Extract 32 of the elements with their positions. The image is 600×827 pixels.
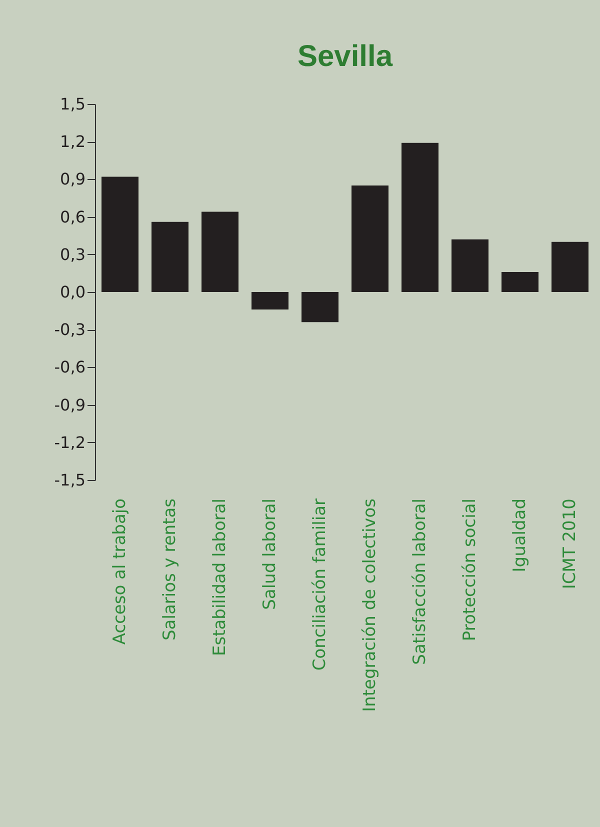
- x-tick-label: Igualdad: [510, 498, 530, 572]
- bar: [202, 212, 238, 292]
- x-tick-label: Satisfacción laboral: [410, 498, 430, 665]
- y-tick-label: 0,0: [60, 282, 86, 302]
- bar: [102, 176, 138, 292]
- bar: [252, 292, 288, 310]
- y-tick-label: -0,3: [54, 320, 86, 340]
- x-tick-label: Estabilidad laboral: [210, 498, 230, 656]
- bar: [302, 292, 338, 322]
- x-tick-label: Integración de colectivos: [360, 498, 380, 712]
- bar: [352, 185, 388, 292]
- x-tick-label: Salarios y rentas: [160, 498, 180, 640]
- x-tick-label: Acceso al trabajo: [110, 498, 130, 645]
- bar: [402, 142, 438, 292]
- x-tick-label: Salud laboral: [260, 498, 280, 610]
- y-tick-label: 0,6: [60, 207, 86, 226]
- x-tick-label: Protección social: [460, 498, 480, 642]
- y-tick-label: 0,3: [60, 244, 86, 264]
- bar: [502, 272, 538, 292]
- y-tick-label: 1,2: [60, 132, 86, 152]
- bar: [552, 242, 588, 292]
- x-tick-label: ICMT 2010: [560, 498, 580, 590]
- y-tick-label: -0,6: [54, 358, 86, 377]
- chart-title: Sevilla: [297, 40, 393, 73]
- y-tick-label: 1,5: [60, 94, 86, 114]
- y-tick-label: 0,9: [60, 170, 86, 189]
- y-tick-label: -0,9: [54, 395, 86, 414]
- bar: [452, 239, 488, 292]
- x-tick-label: Conciliación familiar: [310, 498, 330, 671]
- bar: [152, 222, 188, 292]
- y-tick-label: -1,2: [54, 432, 86, 452]
- y-tick-label: -1,5: [54, 470, 86, 490]
